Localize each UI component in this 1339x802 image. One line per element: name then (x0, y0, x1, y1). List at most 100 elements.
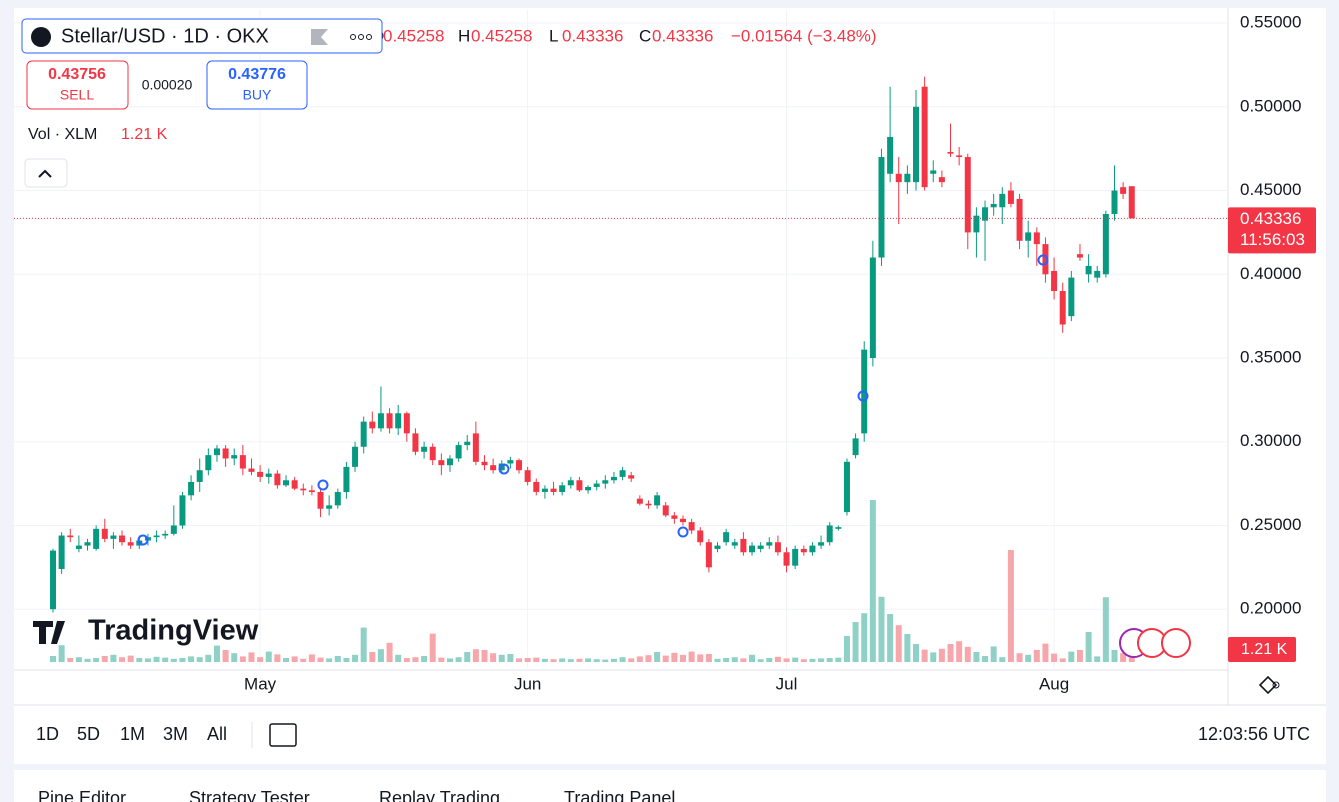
buy-price[interactable]: 0.43776 (228, 66, 286, 83)
candle-body (1051, 270, 1058, 292)
x-tick-label: Jul (776, 674, 798, 693)
buy-label[interactable]: BUY (243, 87, 272, 103)
volume-bar (438, 657, 445, 662)
candle-body (481, 461, 488, 466)
candle-body (1128, 186, 1135, 219)
candle-body (593, 483, 600, 487)
candle-body (938, 177, 945, 183)
candle-body (878, 157, 885, 258)
candle-body (170, 525, 177, 534)
candle-body (67, 535, 74, 538)
volume-bar (757, 659, 764, 662)
symbol-box[interactable] (21, 18, 383, 54)
volume-bar (283, 658, 290, 662)
volume-bar (334, 656, 341, 662)
volume-bar (930, 652, 937, 662)
volume-bar (766, 658, 773, 662)
candle-body (455, 445, 462, 459)
candle-body (101, 528, 108, 539)
candle-body (524, 470, 531, 482)
candle-body (999, 193, 1006, 208)
event-marker (857, 390, 869, 402)
candle-body (1111, 190, 1118, 214)
ohlc-value: 0.45258 (383, 26, 444, 45)
volume-bar (1111, 650, 1118, 662)
goto-date-icon[interactable] (269, 723, 297, 747)
volume-bar (507, 654, 514, 662)
candle-body (119, 535, 126, 543)
volume-bar (610, 658, 617, 662)
volume-bar (377, 649, 384, 662)
volume-bar (472, 649, 479, 662)
volume-bar (222, 650, 229, 662)
volume-bar (921, 649, 928, 662)
volume-bar (1094, 656, 1101, 662)
candle-body (990, 203, 997, 208)
candle-body (671, 515, 678, 519)
volume-bar (412, 657, 419, 662)
settings-icon[interactable] (1258, 675, 1278, 695)
sell-price[interactable]: 0.43756 (48, 66, 106, 83)
volume-bar (429, 633, 436, 662)
volume-bar (559, 658, 566, 662)
logo-icon (33, 621, 65, 644)
ohlc-value: 0.43336 (652, 26, 713, 45)
candle-body (887, 136, 894, 174)
countdown: 11:56:03 (1240, 230, 1305, 249)
volume-bar (1007, 550, 1014, 662)
range-button[interactable]: 1M (120, 724, 145, 744)
volume-bar (446, 658, 453, 662)
settings-icon-center (1272, 681, 1280, 689)
volume-bar (938, 648, 945, 662)
volume-bar (1033, 650, 1040, 662)
volume-bar (714, 658, 721, 662)
range-button[interactable]: All (207, 724, 227, 744)
event-markers (137, 254, 1049, 546)
y-tick-label: 0.50000 (1240, 96, 1301, 115)
volume-bar (662, 655, 669, 662)
range-button[interactable]: 5D (77, 724, 100, 744)
more-button[interactable] (350, 34, 372, 40)
dot (358, 34, 364, 40)
tab[interactable]: Strategy Tester (189, 788, 310, 802)
candle-body (248, 468, 255, 472)
candle-body (800, 548, 807, 553)
candle-body (58, 535, 65, 570)
range-button[interactable]: 1D (36, 724, 59, 744)
volume-name: Vol · XLM (28, 126, 97, 143)
volume-bar (274, 654, 281, 662)
candle-body (835, 527, 842, 529)
tab[interactable]: Pine Editor (38, 788, 126, 802)
volume-bar (343, 658, 350, 662)
volume-bar (645, 655, 652, 662)
candle-body (688, 522, 695, 531)
buy-button[interactable] (206, 60, 308, 110)
volume-bar (248, 652, 255, 662)
candle-body (843, 461, 850, 513)
volume-bar (360, 627, 367, 662)
volume-bar (740, 658, 747, 662)
volume-bar (792, 657, 799, 662)
candle-body (274, 473, 281, 486)
candle-body (705, 542, 712, 568)
volume-bar (50, 656, 56, 662)
volume-bar (999, 657, 1006, 662)
candle-body (697, 530, 704, 543)
candle-body (352, 446, 359, 467)
volume-bar (956, 641, 963, 662)
candle-body (326, 505, 333, 509)
y-tick-label: 0.55000 (1240, 13, 1301, 32)
tab[interactable]: Trading Panel (564, 788, 675, 802)
dot (366, 34, 372, 40)
y-tick-label: 0.35000 (1240, 347, 1301, 366)
symbol[interactable]: Stellar/USD · 1D · OKX (61, 25, 269, 47)
ohlc-key: H (458, 26, 470, 45)
volume-bar (913, 644, 919, 662)
range-button[interactable]: 3M (163, 724, 188, 744)
tab[interactable]: Replay Trading (379, 788, 500, 802)
candle-body (731, 542, 738, 546)
candle-body (334, 491, 341, 506)
sell-button[interactable] (26, 60, 129, 110)
sell-label[interactable]: SELL (60, 87, 94, 103)
flag-icon[interactable] (311, 29, 328, 45)
